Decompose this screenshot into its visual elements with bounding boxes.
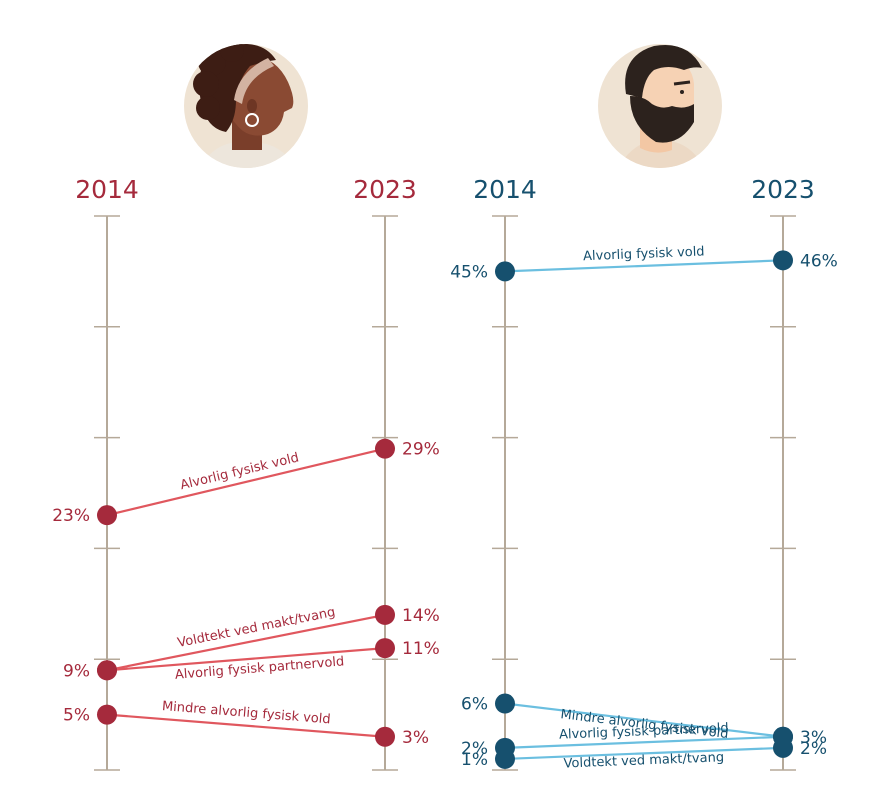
man-avatar-icon: [598, 44, 722, 168]
value-label: 6%: [461, 695, 488, 715]
panel-women: 2014 2023 23% 29% 9% 14% 11% 5% 3% Alvorlig fysis…: [52, 175, 440, 771]
series-line: [106, 447, 386, 517]
value-label: 29%: [402, 440, 440, 460]
x-category-label: 2023: [751, 175, 815, 204]
value-label: 2%: [461, 739, 488, 759]
data-point: [773, 250, 793, 271]
x-category-label: 2023: [353, 175, 417, 204]
value-label: 5%: [63, 706, 90, 726]
value-label: 2%: [800, 739, 827, 759]
series-line: [504, 746, 784, 761]
series-line: [504, 735, 784, 749]
value-label: 23%: [52, 506, 90, 526]
value-label: 3%: [800, 728, 827, 748]
data-point: [97, 505, 117, 526]
data-point: [375, 604, 395, 625]
series-name-label: Alvorlig fysisk vold: [179, 450, 301, 493]
value-label: 45%: [450, 262, 488, 282]
series-line: [106, 713, 386, 738]
series-name-label: Alvorlig fysisk vold: [583, 244, 705, 264]
series-line: [106, 647, 386, 672]
data-point: [375, 438, 395, 459]
data-point: [495, 748, 515, 769]
value-label: 14%: [402, 606, 440, 626]
value-label: 1%: [461, 750, 488, 770]
series-line: [106, 613, 386, 672]
data-point: [97, 704, 117, 725]
data-point: [375, 638, 395, 659]
series-name-label: Voldtekt ved makt/tvang: [563, 750, 724, 771]
series-line: [504, 702, 784, 738]
series-name-label: Voldtekt ved makt/tvang: [176, 605, 336, 651]
value-label: 3%: [402, 728, 429, 748]
value-label: 11%: [402, 639, 440, 659]
woman-avatar-icon: [184, 44, 308, 168]
data-point: [495, 261, 515, 282]
x-category-label: 2014: [473, 175, 537, 204]
value-label: 46%: [800, 251, 838, 271]
data-point: [495, 693, 515, 714]
series-name-label: Mindre alvorlig fysisk vold: [161, 699, 331, 727]
data-point: [773, 737, 793, 758]
series-line: [504, 259, 784, 273]
x-category-label: 2014: [75, 175, 139, 204]
value-label: 9%: [63, 661, 90, 681]
series-name-label: Alvorlig fysisk partnervold: [559, 721, 729, 743]
data-point: [97, 660, 117, 681]
data-point: [375, 726, 395, 747]
